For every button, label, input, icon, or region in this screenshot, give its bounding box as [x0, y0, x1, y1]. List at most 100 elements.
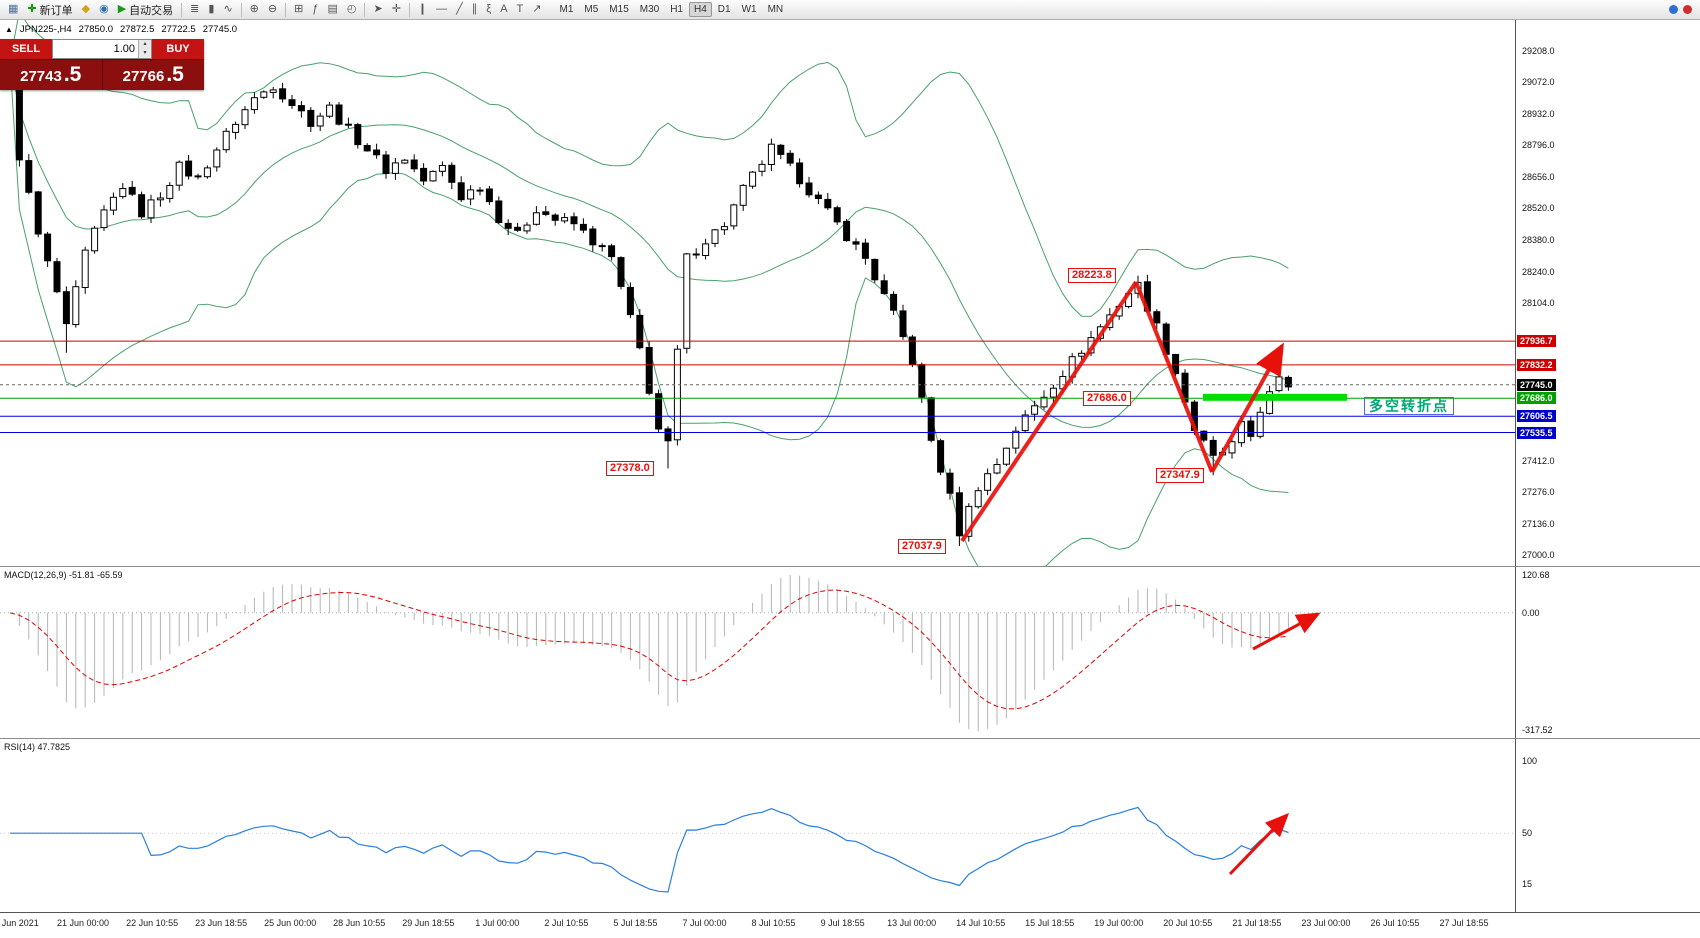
toolbar-tile-windows-button[interactable]: ⊞	[290, 1, 307, 18]
toolbar-trendline-tool-button[interactable]: ╱	[452, 1, 467, 18]
price-tick-label: 28932.0	[1522, 109, 1555, 120]
time-axis-label: 23 Jun 18:55	[195, 918, 248, 928]
rsi-scale[interactable]: 100 50 15	[1515, 739, 1700, 912]
timeframe-m15-button[interactable]: M15	[609, 4, 629, 15]
chart-annotations-layer: 28223.8 27686.0 27378.0 27347.9 27037.9 多空转折点	[0, 20, 1515, 566]
timeframe-d1-button[interactable]: D1	[717, 4, 731, 15]
volume-spinner: ▴ ▾	[138, 40, 151, 58]
toolbar-cursor-tool-button[interactable]: ➤	[369, 1, 386, 18]
price-annotation-27378.0[interactable]: 27378.0	[606, 461, 654, 476]
price-annotation-27037.9[interactable]: 27037.9	[898, 539, 946, 554]
rsi-trend-arrow[interactable]	[1228, 812, 1290, 876]
volume-box: ▴ ▾	[52, 39, 152, 59]
time-axis-label: 14 Jul 10:55	[956, 918, 1006, 928]
sell-button[interactable]: SELL	[0, 39, 52, 59]
toolbar-crosshair-tool-button[interactable]: ✛	[388, 1, 405, 18]
candlestick-mode-icon: ▮	[208, 3, 215, 15]
toolbar-autotrading-button[interactable]: ▶ 自动交易	[114, 1, 177, 18]
macd-scale-min: -317.52	[1522, 725, 1553, 735]
macd-trend-arrow[interactable]	[1252, 612, 1321, 651]
price-flag-27535.5: 27535.5	[1517, 426, 1556, 439]
toolbar-bar-chart-mode-button[interactable]: ≣	[186, 1, 203, 18]
toolbar-quotes-button[interactable]: ◆	[78, 1, 94, 18]
alert-status-icon[interactable]	[1683, 5, 1692, 14]
channel-tool-icon: ∥	[471, 3, 478, 15]
timeframe-m1-button[interactable]: M1	[559, 4, 574, 15]
price-tick-label: 28380.0	[1522, 235, 1555, 245]
toolbar-text-tool-button[interactable]: A	[496, 1, 511, 18]
time-axis-label: 27 Jul 18:55	[1439, 918, 1489, 928]
toolbar-fibonacci-tool-button[interactable]: ξ	[482, 1, 495, 18]
time-axis-label: 9 Jul 18:55	[820, 918, 865, 928]
time-axis-label: 28 Jun 10:55	[333, 918, 386, 928]
vertical-line-tool-icon: ❙	[417, 3, 428, 15]
trade-prices-row: 27743 .5 27766 .5	[0, 59, 204, 90]
toolbar-separator	[240, 2, 242, 17]
macd-canvas[interactable]	[0, 567, 1515, 738]
price-annotation-27347.9[interactable]: 27347.9	[1156, 468, 1204, 483]
timeframe-h1-button[interactable]: H1	[670, 4, 683, 15]
collapse-panel-icon[interactable]: ▲	[5, 25, 13, 34]
price-flag-27832.2: 27832.2	[1517, 358, 1556, 371]
period-settings-icon: ◴	[346, 3, 357, 15]
price-annotation-28223.8[interactable]: 28223.8	[1068, 268, 1116, 283]
toolbar-horizontal-line-tool-button[interactable]: ―	[432, 1, 451, 18]
toolbar-line-chart-mode-button[interactable]: ∿	[219, 1, 236, 18]
line-chart-mode-icon: ∿	[223, 3, 233, 15]
connection-status-icon[interactable]	[1669, 5, 1678, 14]
buy-price-display[interactable]: 27766 .5	[102, 59, 204, 90]
toolbar-new-order-button[interactable]: ✚ 新订单	[23, 1, 76, 18]
price-tick-label: 29072.0	[1522, 77, 1555, 88]
toolbar-indicators-list-button[interactable]: ƒ	[308, 1, 322, 18]
buy-button[interactable]: BUY	[152, 39, 204, 59]
toolbar-period-settings-button[interactable]: ◴	[343, 1, 361, 18]
trend-arrow[interactable]	[960, 280, 1138, 543]
toolbar-charts-grid-button[interactable]: ▦	[4, 1, 22, 18]
sell-price-display[interactable]: 27743 .5	[0, 59, 103, 90]
toolbar-label-tool-button[interactable]: T	[513, 1, 528, 18]
price-chart-canvas[interactable]	[0, 20, 1515, 566]
support-zone-segment[interactable]	[1203, 393, 1347, 401]
trend-arrow[interactable]	[1210, 342, 1284, 473]
price-flag-27745.0: 27745.0	[1517, 378, 1556, 391]
timeframe-m30-button[interactable]: M30	[639, 4, 660, 15]
turning-point-text-annotation[interactable]: 多空转折点	[1364, 397, 1454, 415]
volume-increase-button[interactable]: ▴	[139, 40, 151, 49]
time-axis[interactable]: 21 Jun 2021 21 Jun 00:00 22 Jun 10:55 23 Ju…	[0, 912, 1700, 938]
price-flag-27606.5: 27606.5	[1517, 410, 1556, 423]
trend-arrow[interactable]	[1134, 281, 1214, 473]
charts-grid-icon: ▦	[8, 3, 19, 15]
toolbar-zoom-out-button[interactable]: ⊖	[264, 1, 281, 18]
quotes-icon: ◆	[81, 3, 91, 15]
buy-price-main: 27766	[122, 68, 165, 85]
timeframe-m5-button[interactable]: M5	[584, 4, 599, 15]
price-annotation-27686.0[interactable]: 27686.0	[1083, 391, 1131, 406]
macd-scale[interactable]: 120.68 0.00 -317.52	[1515, 567, 1700, 738]
timeframe-mn-button[interactable]: MN	[767, 4, 784, 15]
price-flag-27686.0: 27686.0	[1517, 392, 1556, 405]
volume-input[interactable]	[53, 40, 138, 58]
price-tick-label: 28656.0	[1522, 172, 1555, 183]
cursor-tool-icon: ➤	[373, 3, 383, 15]
macd-panel: MACD(12,26,9) -51.81 -65.59 120.68 0.00 -3…	[0, 566, 1700, 738]
toolbar-channel-tool-button[interactable]: ∥	[468, 1, 482, 18]
rsi-canvas[interactable]	[0, 739, 1515, 912]
rsi-scale-100: 100	[1522, 756, 1538, 767]
timeframe-w1-button[interactable]: W1	[741, 4, 757, 15]
price-scale[interactable]: 29208.0 29072.0 28932.0 28796.0 28656.0 28520…	[1515, 20, 1700, 566]
toolbar-vertical-line-tool-button[interactable]: ❙	[414, 1, 431, 18]
toolbar-templates-button[interactable]: ▤	[323, 1, 341, 18]
symbol-ohlc-bar: ▲ JPN225-,H4 27850.0 27872.5 27722.5 277…	[5, 24, 237, 35]
toolbar-arrows-tool-button[interactable]: ↗	[528, 1, 545, 18]
macd-scale-max: 120.68	[1522, 570, 1550, 580]
toolbar-candlestick-mode-button[interactable]: ▮	[204, 1, 218, 18]
price-tick-label: 27276.0	[1522, 486, 1555, 497]
timeframe-h4-button[interactable]: H4	[689, 2, 712, 17]
volume-decrease-button[interactable]: ▾	[139, 49, 151, 58]
price-tick-label: 28240.0	[1522, 266, 1555, 277]
price-tick-label: 28796.0	[1522, 140, 1555, 151]
toolbar-market-watch-button[interactable]: ◉	[95, 1, 113, 18]
rsi-panel: RSI(14) 47.7825 100 50 15	[0, 738, 1700, 912]
toolbar-zoom-in-button[interactable]: ⊕	[246, 1, 263, 18]
label-tool-icon: T	[516, 3, 524, 15]
